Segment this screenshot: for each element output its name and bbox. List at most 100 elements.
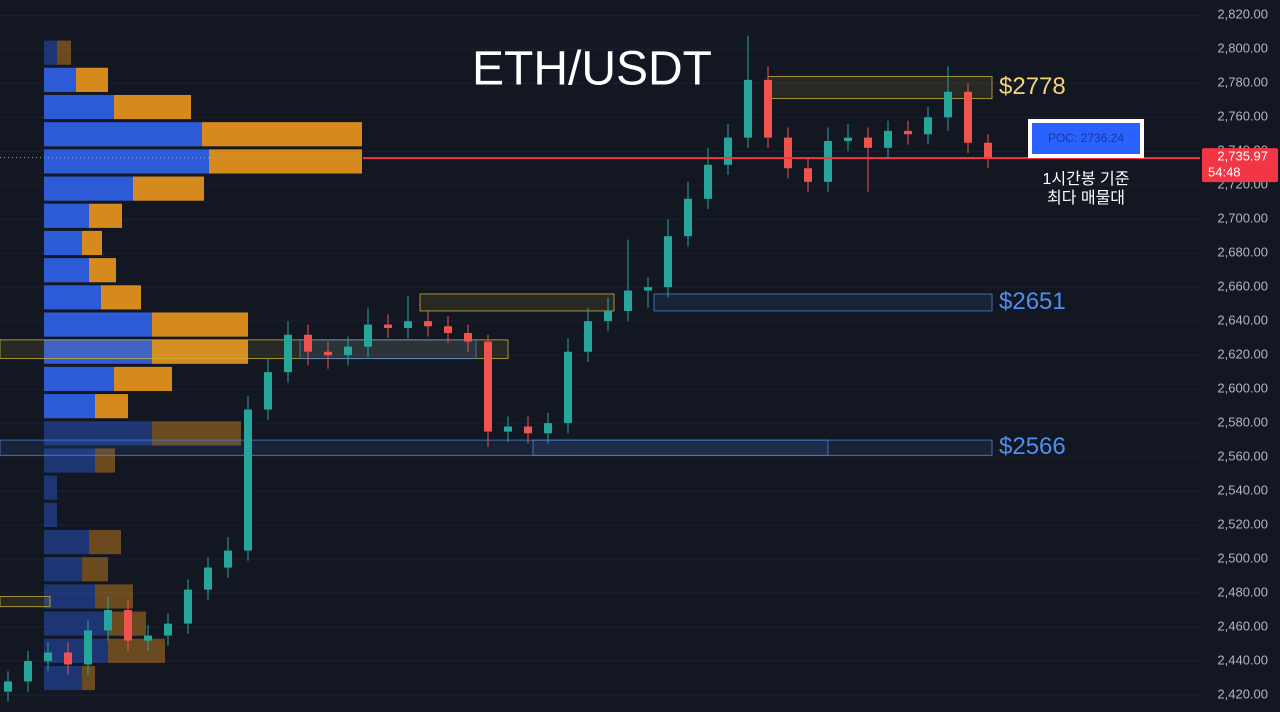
candle-body — [84, 630, 92, 665]
candle-body — [884, 130, 892, 148]
profile-buy — [44, 285, 101, 310]
price-axis: 2,420.00 2,440.00 2,460.00 2,480.00 2,500.00… — [1202, 7, 1278, 701]
candle-body — [204, 567, 212, 590]
zone-label: $2566 — [999, 433, 1066, 460]
candle-body — [124, 610, 132, 641]
y-tick-label: 2,580.00 — [1217, 415, 1268, 430]
candle-body — [744, 79, 752, 138]
zone — [767, 75, 993, 100]
profile-sell — [95, 448, 115, 473]
candle-body — [604, 310, 612, 322]
y-tick-label: 2,620.00 — [1217, 347, 1268, 362]
candle-body — [384, 324, 392, 328]
profile-buy — [44, 67, 76, 92]
profile-buy — [44, 638, 108, 663]
profile-sell — [152, 312, 248, 337]
y-tick-label: 2,820.00 — [1217, 7, 1268, 22]
profile-sell — [108, 638, 165, 663]
candle-body — [944, 91, 952, 118]
candle-body — [284, 334, 292, 373]
candle-body — [904, 130, 912, 135]
profile-buy — [44, 611, 108, 636]
profile-buy — [44, 448, 95, 473]
profile-sell — [95, 584, 133, 609]
profile-buy — [44, 421, 152, 446]
candle-body — [184, 589, 192, 624]
candle-body — [624, 290, 632, 311]
zone — [0, 595, 51, 608]
candle-body — [164, 623, 172, 636]
profile-buy — [44, 665, 82, 691]
profile-sell — [82, 557, 108, 582]
y-tick-label: 2,640.00 — [1217, 313, 1268, 328]
profile-sell — [209, 149, 362, 174]
candle-body — [24, 661, 32, 682]
candle-body — [364, 324, 372, 347]
y-tick-label: 2,480.00 — [1217, 584, 1268, 599]
profile-sell — [76, 67, 108, 92]
y-tick-label: 2,660.00 — [1217, 279, 1268, 294]
price-tag-label: 2,735.97 — [1217, 149, 1268, 164]
candle-body — [564, 351, 572, 424]
poc-box: POC: 2736.24 1시간봉 기준 최다 매물대 — [1028, 119, 1144, 207]
zone — [299, 339, 477, 360]
candle-body — [964, 91, 972, 143]
profile-buy — [44, 94, 114, 120]
y-tick-label: 2,760.00 — [1217, 109, 1268, 124]
profile-buy — [44, 122, 202, 147]
y-tick-label: 2,500.00 — [1217, 551, 1268, 566]
profile-buy — [44, 176, 133, 201]
candle-body — [844, 137, 852, 142]
candle-body — [244, 409, 252, 551]
y-tick-label: 2,780.00 — [1217, 75, 1268, 90]
candle-body — [704, 164, 712, 199]
candle-body — [64, 652, 72, 665]
candle-body — [924, 117, 932, 135]
y-tick-label: 2,680.00 — [1217, 245, 1268, 260]
candle-body — [224, 550, 232, 568]
candle-body — [824, 141, 832, 182]
profile-sell — [82, 230, 102, 256]
profile-buy — [44, 584, 95, 609]
candle-body — [324, 351, 332, 356]
profile-sell — [89, 529, 121, 555]
profile-buy — [44, 557, 82, 582]
y-tick-label: 2,440.00 — [1217, 652, 1268, 667]
y-tick-label: 2,520.00 — [1217, 517, 1268, 532]
zone-label: $2651 — [999, 288, 1066, 315]
candle-body — [644, 287, 652, 291]
candle-body — [424, 321, 432, 327]
profile-buy — [44, 40, 57, 65]
poc-label: POC: 2736.24 — [1048, 131, 1124, 145]
candle-body — [4, 681, 12, 692]
profile-buy — [44, 475, 57, 500]
y-tick-label: 2,800.00 — [1217, 41, 1268, 56]
profile-sell — [202, 122, 362, 147]
candle-body — [524, 426, 532, 434]
zone — [0, 439, 993, 456]
candles — [4, 35, 1200, 702]
candle-body — [764, 79, 772, 138]
y-tick-label: 2,540.00 — [1217, 483, 1268, 498]
y-tick-label: 2,460.00 — [1217, 618, 1268, 633]
candle-body — [104, 610, 112, 631]
zone — [0, 339, 509, 360]
profile-sell — [89, 203, 122, 228]
price-tag — [1202, 148, 1278, 183]
profile-sell — [57, 40, 71, 65]
candle-body — [664, 236, 672, 288]
candle-body — [484, 341, 492, 432]
candle-body — [404, 321, 412, 328]
y-tick-label: 2,420.00 — [1217, 686, 1268, 701]
profile-buy — [44, 258, 89, 283]
y-tick-label: 2,560.00 — [1217, 449, 1268, 464]
candle-body — [264, 372, 272, 410]
profile-buy — [44, 149, 209, 174]
candle-body — [544, 423, 552, 434]
profile-buy — [44, 529, 89, 555]
zone — [653, 293, 993, 312]
profile-sell — [152, 421, 241, 446]
profile-sell — [133, 176, 204, 201]
profile-sell — [89, 258, 116, 283]
candle-body — [44, 652, 52, 662]
